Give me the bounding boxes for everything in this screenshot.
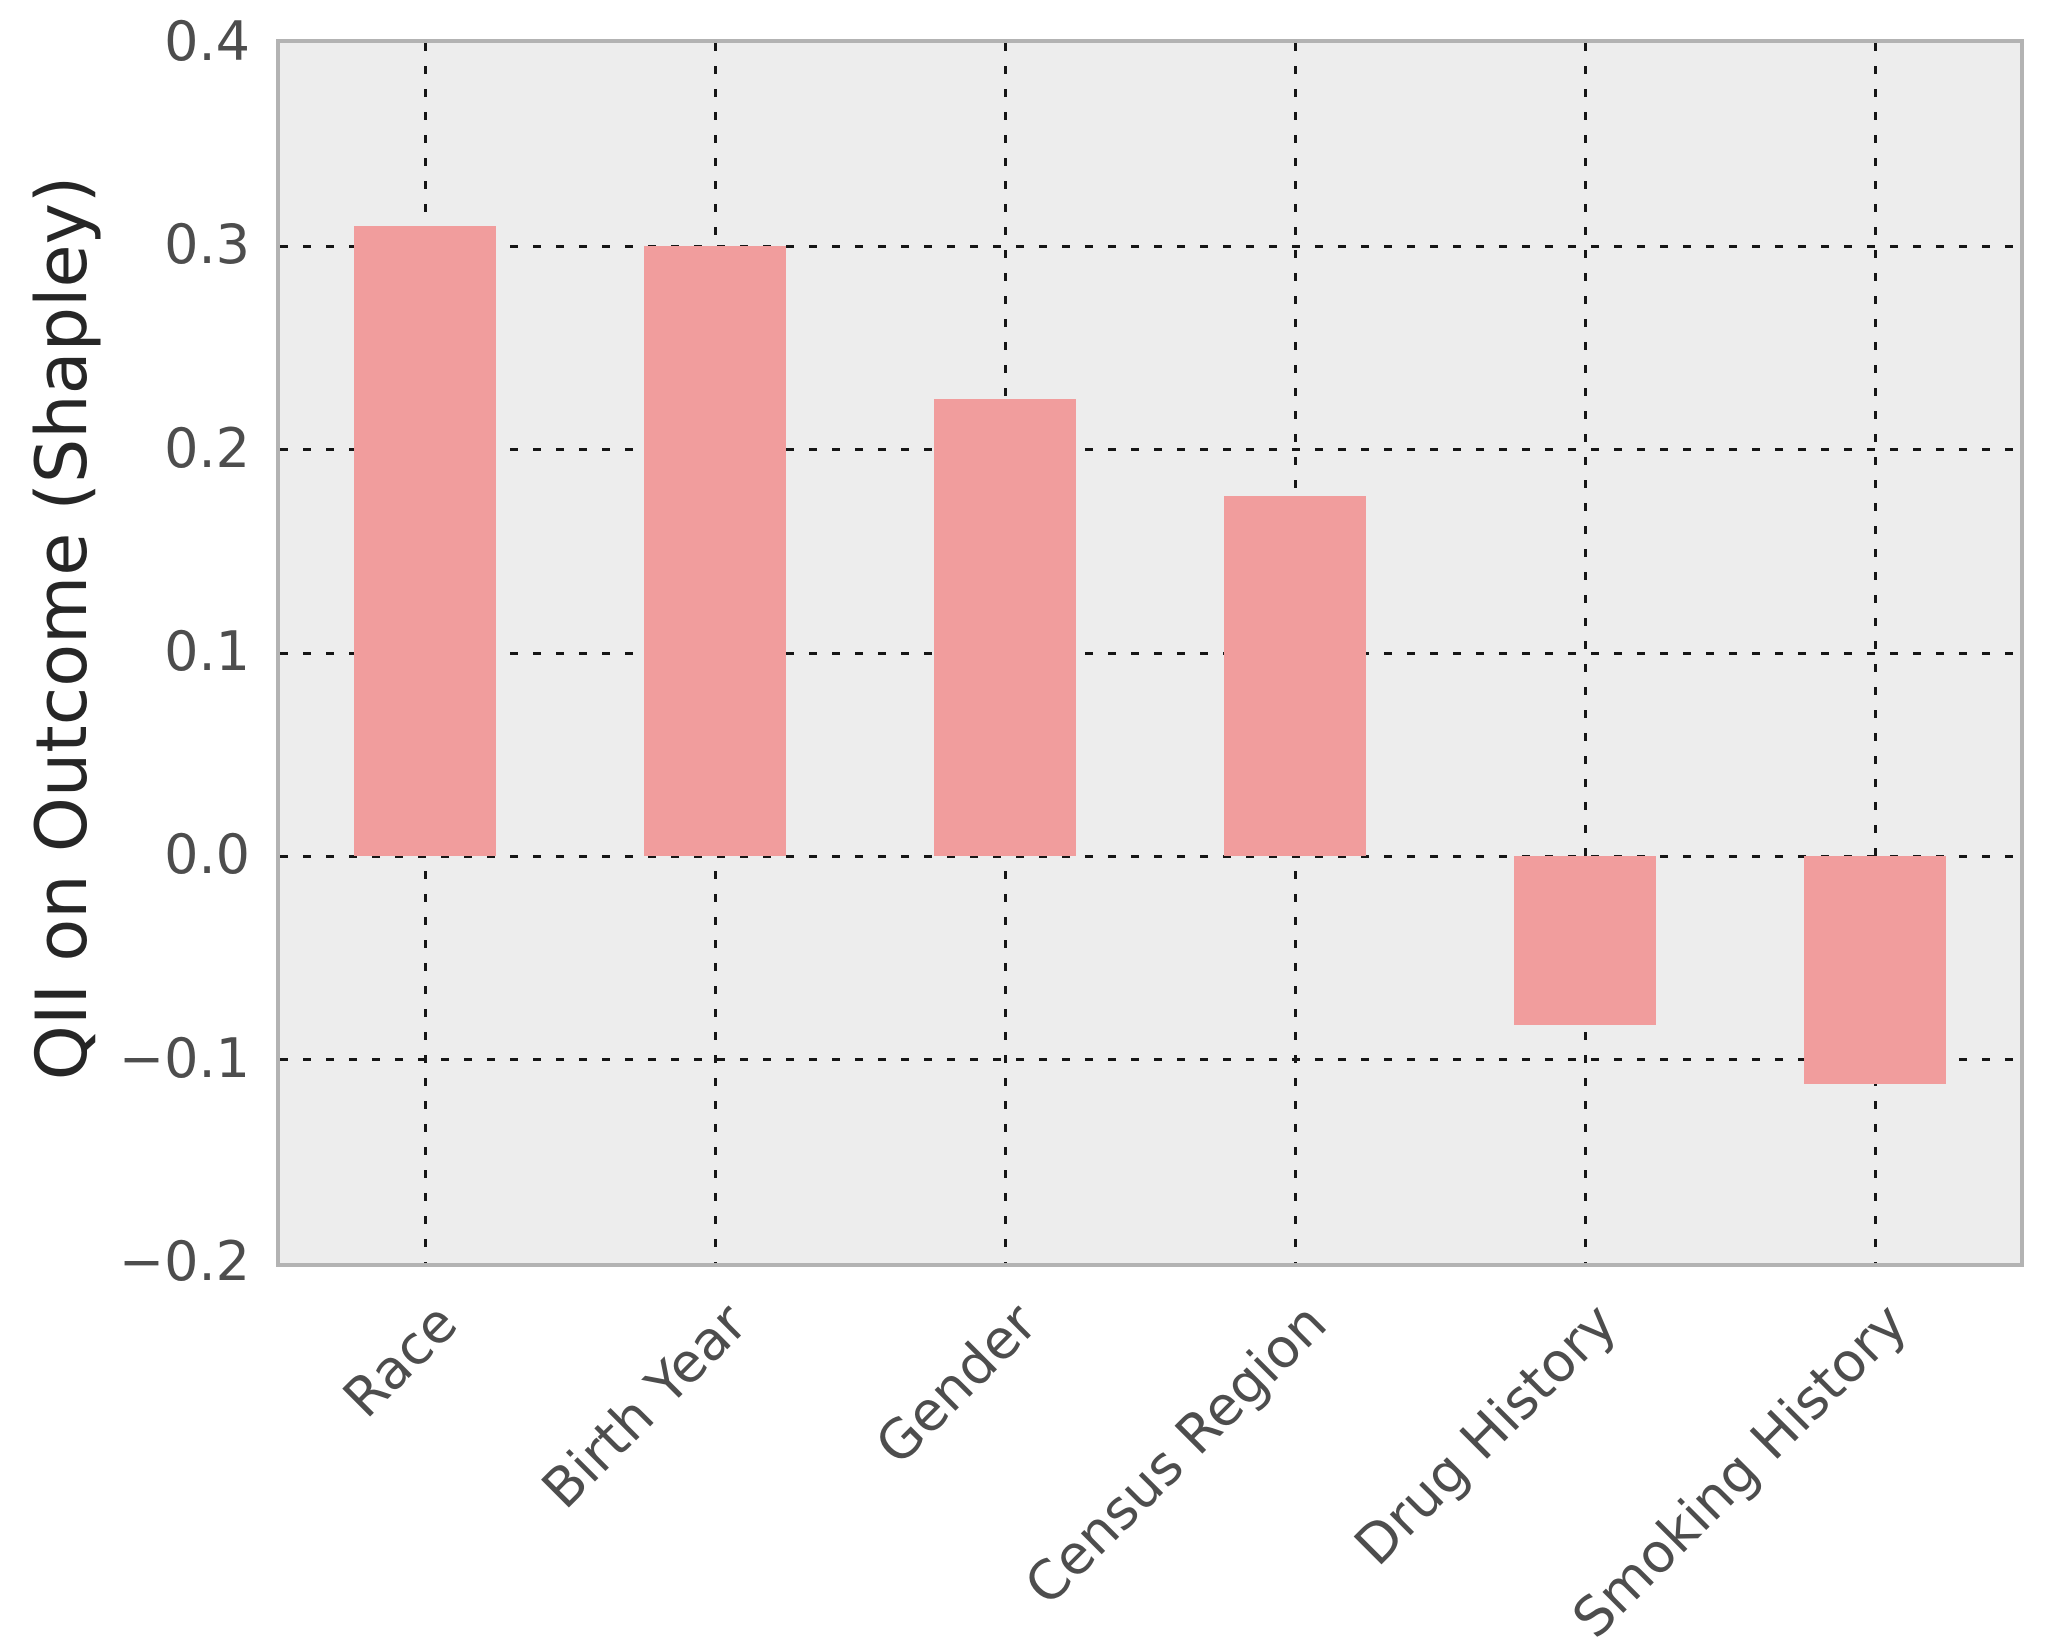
x-tick-label-census-region: Census Region: [1013, 1291, 1339, 1618]
gridline-x-smoking-history: [1873, 43, 1877, 1263]
gridline-y-−0.1: [280, 1058, 2020, 1062]
gridline-y-0.3: [280, 244, 2020, 248]
x-tick-label-birth-year: Birth Year: [529, 1291, 759, 1521]
bar-race: [353, 226, 497, 857]
x-axis-tick-labels: Race Birth Year Gender Census Region Drug Hi…: [280, 1291, 2020, 1649]
x-tick-label-gender: Gender: [863, 1291, 1049, 1477]
bar-drug-history: [1513, 856, 1657, 1026]
y-tick-label-−0.1: −0.1: [118, 1026, 250, 1090]
bar-birth-year: [643, 246, 787, 857]
x-tick-label-drug-history: Drug History: [1342, 1291, 1629, 1578]
plot-area: [276, 39, 2024, 1267]
bar-gender: [933, 398, 1077, 857]
y-tick-label-0.1: 0.1: [164, 619, 250, 683]
gridline-x-drug-history: [1583, 43, 1587, 1263]
bar-chart-figure: QII on Outcome (Shapley) 0.4 0.3 0.2 0.1 0.0…: [0, 14, 2024, 1650]
gridline-y-0.0: [280, 854, 2020, 858]
y-tick-label-0.2: 0.2: [164, 416, 250, 480]
gridline-y-0.2: [280, 448, 2020, 452]
y-axis-tick-labels: 0.4 0.3 0.2 0.1 0.0 −0.1 −0.2: [0, 14, 250, 1288]
x-tick-label-race: Race: [330, 1291, 469, 1430]
bar-census-region: [1223, 496, 1367, 857]
y-tick-label-−0.2: −0.2: [118, 1229, 250, 1293]
y-tick-label-0.0: 0.0: [164, 823, 250, 887]
bar-smoking-history: [1803, 856, 1947, 1085]
y-tick-label-0.3: 0.3: [164, 213, 250, 277]
gridline-y-0.1: [280, 651, 2020, 655]
y-tick-label-0.4: 0.4: [164, 9, 250, 73]
